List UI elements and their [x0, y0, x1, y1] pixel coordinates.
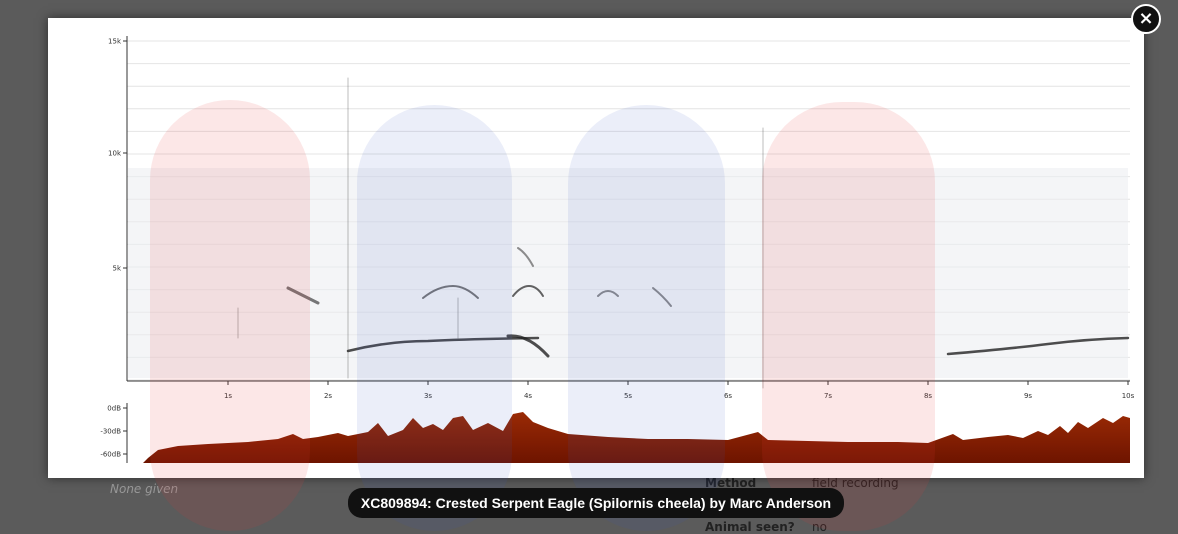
time-tick-label: 2s	[324, 392, 332, 400]
caption: XC809894: Crested Serpent Eagle (Spilorn…	[348, 488, 844, 518]
level-tick-label: 0dB	[107, 405, 121, 413]
watermark	[762, 102, 935, 531]
call	[597, 290, 619, 297]
time-tick-label: 5s	[624, 392, 632, 400]
noise-band	[237, 77, 764, 389]
field-label: Animal seen?	[705, 520, 795, 534]
spectrogram-marks	[128, 77, 1130, 389]
call	[946, 336, 1130, 356]
call	[512, 284, 544, 297]
close-button[interactable]: ×	[1131, 4, 1161, 34]
time-tick-label: 8s	[924, 392, 932, 400]
spectrogram: 15k 10k 5k 1s 2s 3s 4s 5s 6s 7s 8s 9s 10s 0dB -30dB -60…	[100, 36, 1135, 463]
field-label: Method	[705, 476, 757, 490]
time-tick-label: 10s	[1122, 392, 1135, 400]
time-tick-label: 4s	[524, 392, 532, 400]
call	[346, 336, 540, 353]
level-tick-label: -30dB	[100, 428, 121, 436]
field-value: field recording	[812, 476, 899, 490]
time-tick-label: 9s	[1024, 392, 1032, 400]
time-tick-label: 7s	[824, 392, 832, 400]
call	[286, 286, 320, 305]
level-tick-label: -60dB	[100, 451, 121, 459]
freq-tick-label: 5k	[112, 265, 121, 273]
watermark	[357, 105, 512, 531]
time-tick-label: 1s	[224, 392, 232, 400]
watermark	[150, 100, 310, 531]
lightbox: 15k 10k 5k 1s 2s 3s 4s 5s 6s 7s 8s 9s 10s 0dB -30dB -60…	[48, 18, 1144, 478]
call	[422, 284, 479, 299]
freq-tick-label: 15k	[108, 38, 122, 46]
watermark	[568, 105, 725, 531]
call	[517, 247, 534, 267]
time-tick-label: 3s	[424, 392, 432, 400]
call	[652, 287, 672, 307]
noise	[128, 168, 1128, 378]
freq-tick-label: 10k	[108, 150, 122, 158]
time-tick-label: 6s	[724, 392, 732, 400]
waveform	[143, 412, 1130, 463]
call	[506, 334, 550, 358]
none-given: None given	[110, 482, 179, 496]
